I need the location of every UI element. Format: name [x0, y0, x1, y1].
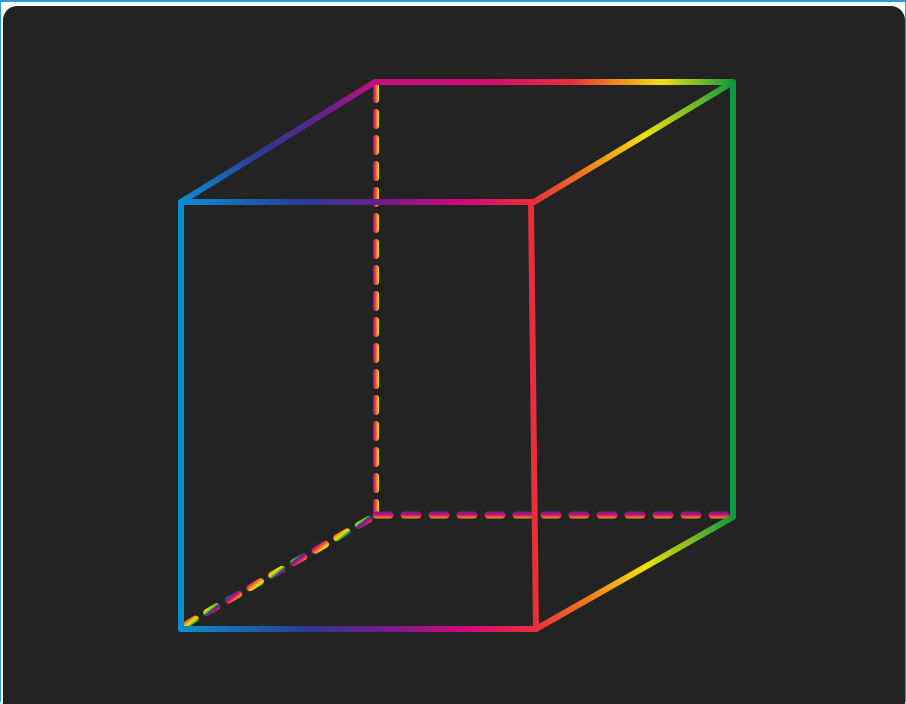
hidden-edges: [181, 83, 733, 629]
drawing-canvas: [3, 6, 905, 704]
edge-top-left-diagonal: [178, 79, 378, 205]
visible-edges: [178, 79, 736, 632]
cube-diagram: [178, 79, 736, 632]
edge-bottom-right-diagonal: [533, 514, 736, 632]
edge-front-right-vertical: [528, 199, 539, 632]
edge-top-right-diagonal: [531, 79, 736, 205]
hidden-edge-bottom-left-diagonal: [181, 513, 377, 629]
